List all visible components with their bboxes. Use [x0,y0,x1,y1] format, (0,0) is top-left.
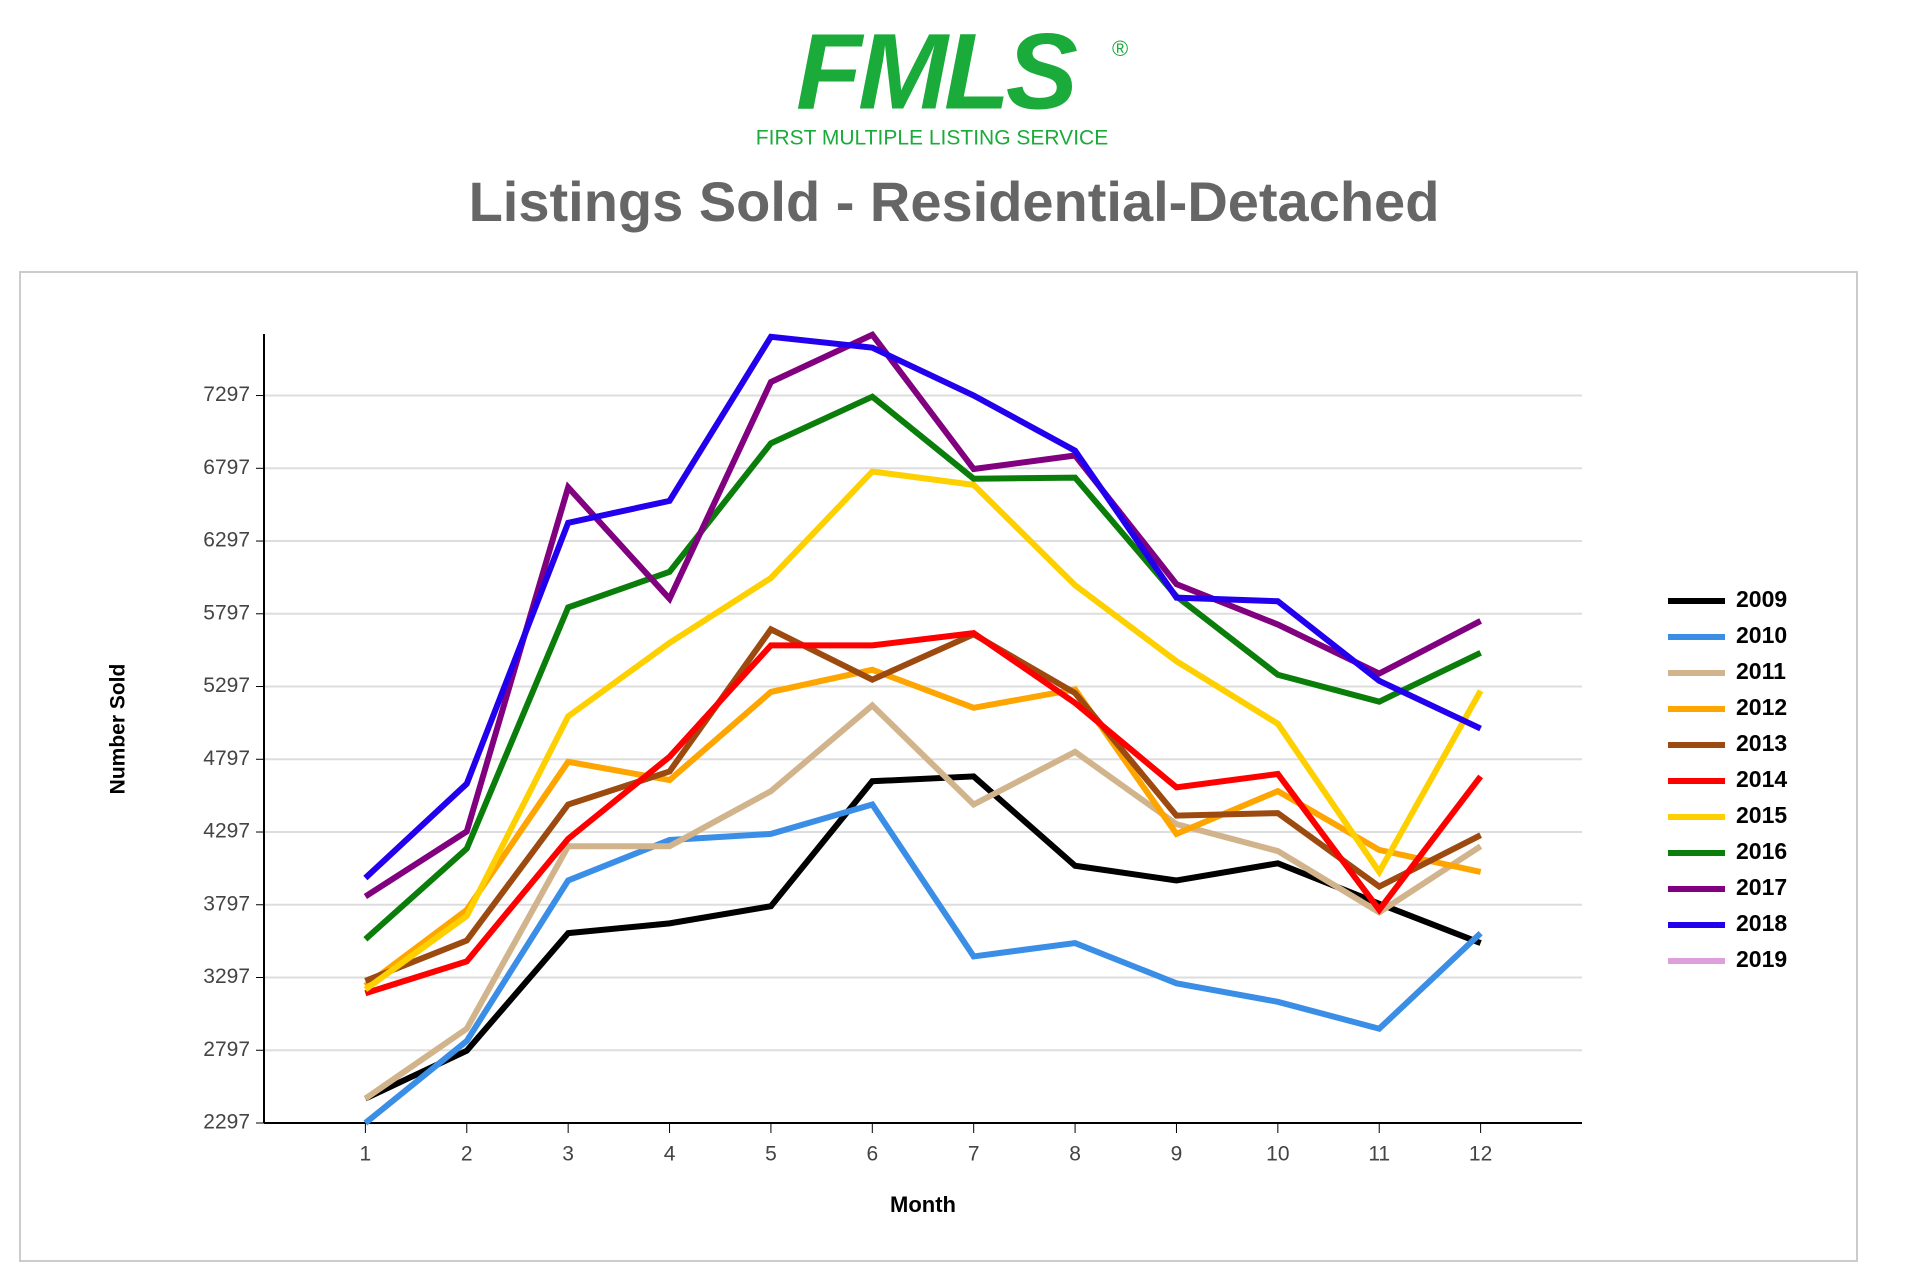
series-line [363,801,1483,1126]
x-tick-label: 4 [664,1143,676,1166]
series-line [364,625,1482,984]
x-tick-label: 5 [765,1143,777,1166]
x-tick-label: 7 [968,1143,980,1166]
y-axis-label: Number Sold [107,664,130,795]
y-tick-label: 2297 [203,1111,250,1134]
x-tick-label: 11 [1368,1143,1390,1166]
legend-label: 2013 [1736,730,1787,756]
logo-subtitle: FIRST MULTIPLE LISTING SERVICE [756,127,1108,150]
x-tick-label: 9 [1171,1143,1183,1166]
series-line [363,393,1482,942]
y-tick-label: 5297 [203,674,250,697]
y-tick-label: 6297 [203,529,250,552]
legend-label: 2014 [1736,766,1787,792]
logo-mark: ® [1112,36,1128,61]
logo-text: FMLS [796,11,1077,132]
series-line [363,330,1483,899]
chart-panel [19,271,1858,1262]
y-tick-label: 3297 [203,965,250,988]
x-tick-label: 12 [1469,1143,1492,1166]
y-tick-label: 3797 [203,892,250,915]
legend-label: 2011 [1736,658,1786,684]
legend-label: 2017 [1736,874,1787,900]
y-tick-label: 5797 [203,601,250,624]
y-tick-label: 6797 [203,456,250,479]
x-tick-label: 8 [1069,1143,1081,1166]
y-tick-label: 4297 [203,820,250,843]
series-line [364,630,1484,997]
legend-label: 2016 [1736,838,1787,864]
series-line [364,773,1482,1102]
series-line [363,468,1484,992]
x-tick-label: 10 [1266,1143,1289,1166]
legend-label: 2015 [1736,802,1787,828]
x-tick-label: 1 [360,1143,372,1166]
x-axis-label: Month [890,1192,956,1217]
x-tick-label: 2 [461,1143,473,1166]
chart-title: Listings Sold - Residential-Detached [469,170,1440,233]
legend-label: 2018 [1736,910,1787,936]
y-tick-label: 4797 [203,747,250,770]
x-tick-label: 3 [562,1143,574,1166]
legend-label: 2019 [1736,946,1787,972]
legend-label: 2012 [1736,694,1787,720]
series-line [363,333,1482,881]
legend-label: 2009 [1736,586,1787,612]
y-tick-label: 7297 [203,383,250,406]
series-line [363,701,1483,1102]
legend-label: 2010 [1736,622,1787,648]
y-tick-label: 2797 [203,1038,250,1061]
x-tick-label: 6 [866,1143,878,1166]
